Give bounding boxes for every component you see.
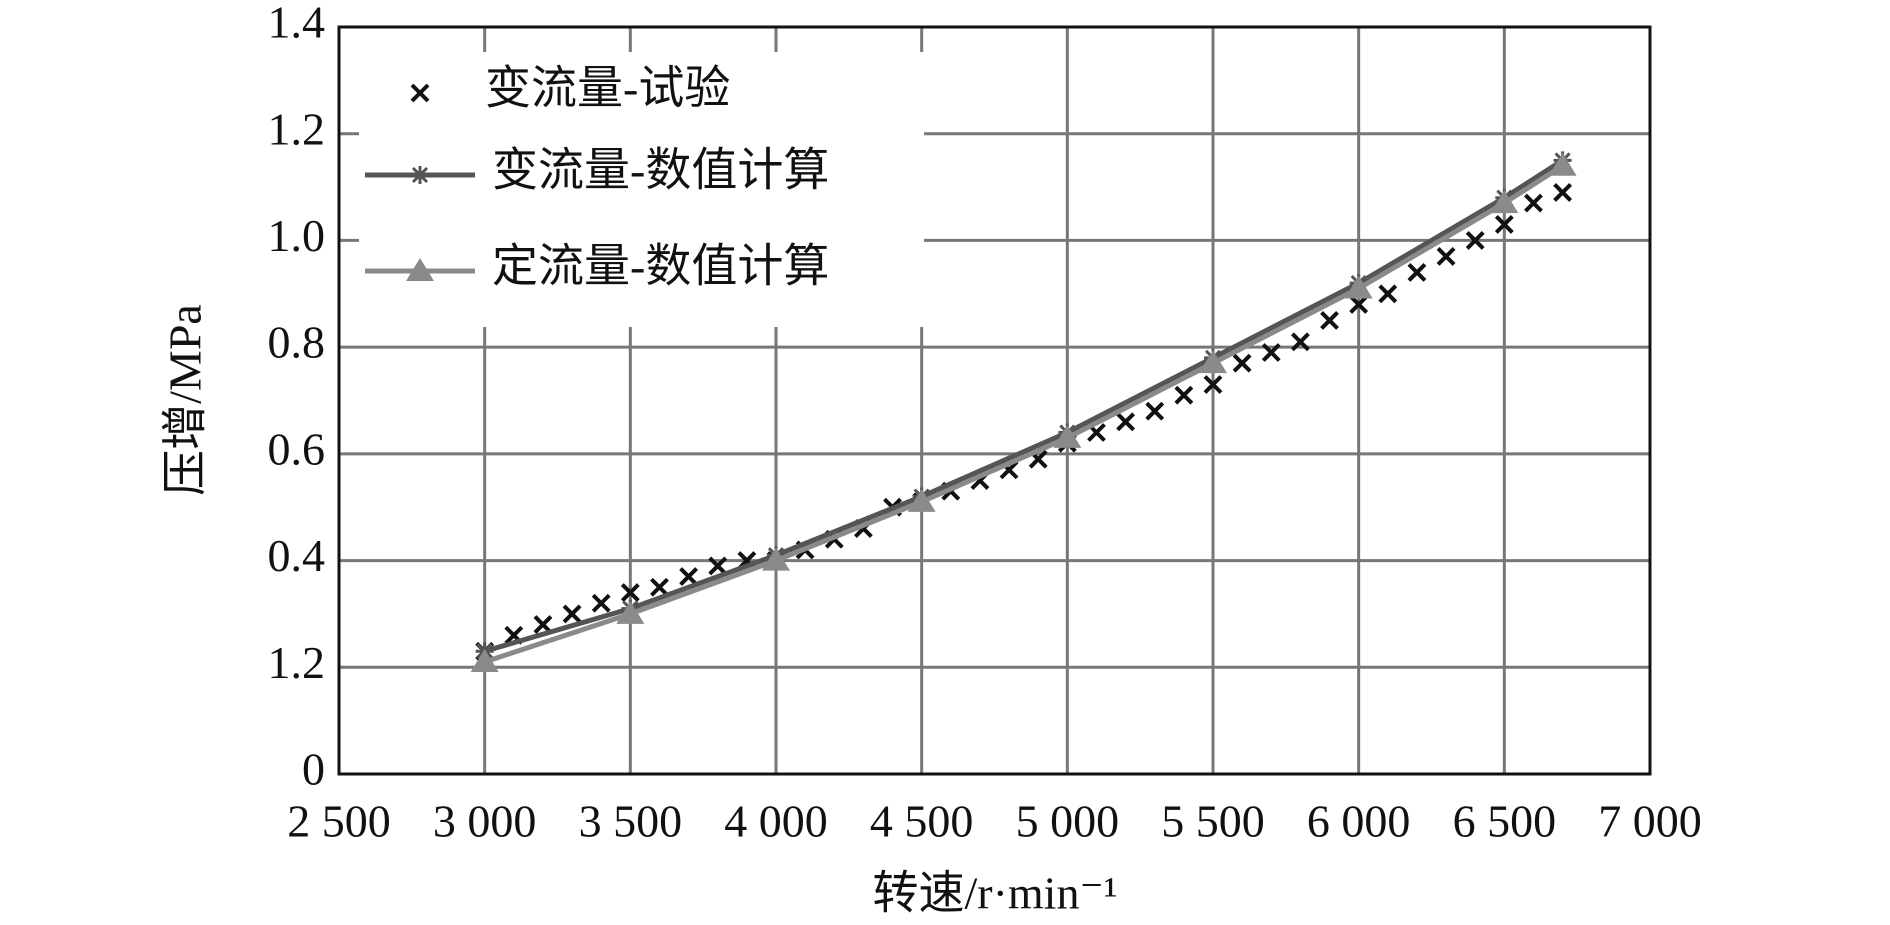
data-point	[907, 488, 936, 512]
data-point	[1145, 401, 1165, 421]
data-point	[616, 600, 645, 624]
legend-marker	[411, 166, 429, 184]
data-point	[591, 593, 611, 613]
y-tick-label: 0	[302, 744, 325, 795]
data-point	[1320, 311, 1339, 330]
data-point	[562, 604, 582, 624]
legend-label: 定流量-数值计算	[492, 241, 829, 292]
x-tick-label: 3 500	[579, 796, 683, 847]
data-point	[1344, 275, 1373, 299]
y-tick-label: 1.2	[268, 637, 326, 688]
y-tick-label: 1.2	[268, 103, 326, 154]
data-point	[1203, 375, 1223, 394]
x-tick-label: 7 000	[1598, 796, 1702, 847]
y-tick-label: 1.4	[268, 0, 326, 48]
data-point	[470, 648, 499, 672]
data-point	[1116, 412, 1136, 432]
legend-marker	[410, 83, 430, 103]
x-tick-label: 6 500	[1453, 796, 1557, 847]
data-point	[1548, 152, 1577, 176]
data-point	[679, 567, 699, 586]
data-point	[1232, 353, 1252, 373]
y-tick-label: 1.0	[268, 210, 326, 261]
y-tick-label: 0.4	[268, 530, 326, 581]
y-tick-label: 0.8	[268, 317, 326, 368]
data-point	[1261, 343, 1281, 362]
x-tick-label: 2 500	[287, 796, 391, 847]
data-point	[1349, 295, 1369, 314]
data-point	[1465, 231, 1485, 250]
x-tick-label: 4 000	[724, 796, 828, 847]
data-point	[1378, 284, 1398, 304]
data-point	[708, 556, 728, 576]
data-point	[1199, 350, 1227, 374]
data-point	[533, 615, 553, 635]
x-tick-label: 5 500	[1161, 796, 1265, 847]
data-point	[1436, 247, 1456, 266]
x-tick-label: 5 000	[1016, 796, 1120, 847]
legend-marker	[406, 258, 434, 281]
data-point	[1490, 190, 1519, 214]
data-point	[1553, 182, 1573, 202]
legend-label: 变流量-数值计算	[492, 145, 829, 196]
data-point	[620, 583, 640, 603]
data-point	[1494, 215, 1514, 234]
x-tick-label: 4 500	[870, 796, 974, 847]
data-point	[650, 577, 669, 597]
legend-background	[359, 52, 924, 327]
data-point	[1174, 385, 1194, 405]
legend-label: 变流量-试验	[485, 63, 730, 114]
y-axis-label: 压增/MPa	[160, 304, 211, 496]
data-point	[1290, 332, 1310, 352]
y-tick-label: 0.6	[268, 423, 326, 474]
x-tick-label: 6 000	[1307, 796, 1411, 847]
data-point	[762, 547, 790, 571]
x-tick-label: 3 000	[433, 796, 537, 847]
data-point	[1524, 193, 1543, 213]
x-axis-label: 转速/r·min⁻¹	[872, 868, 1117, 919]
data-point	[1407, 263, 1427, 282]
plot-border	[337, 25, 1652, 776]
data-point	[1053, 424, 1082, 448]
